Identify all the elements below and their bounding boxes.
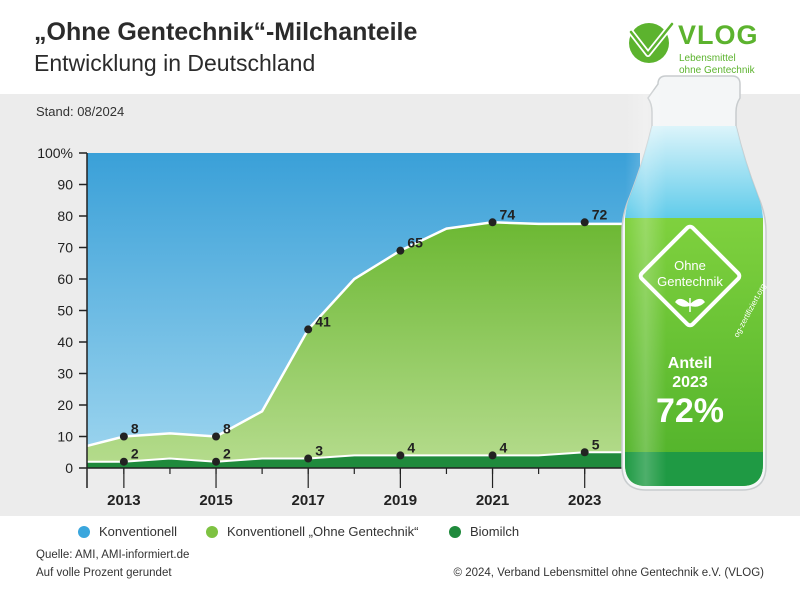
data-label: 2 [131,446,139,462]
legend-label: Konventionell [99,524,178,539]
data-point-marker [396,451,405,460]
x-tick-label: 2015 [199,492,232,509]
chart-legend: Konventionell Konventionell „Ohne Gentec… [0,524,800,544]
x-tick-label: 2019 [384,492,417,509]
legend-swatch-dark-green [449,525,461,538]
data-point-marker [212,457,221,466]
y-tick-label: 30 [57,366,73,382]
chart-title: „Ohne Gentechnik“-Milchanteile [34,18,418,46]
y-tick-label: 50 [57,303,73,319]
data-point-marker [396,246,405,255]
data-point-marker [304,325,313,334]
data-label: 3 [315,443,323,459]
y-tick-label: 80 [57,208,73,224]
legend-item-biomilch: Biomilch [449,524,519,539]
bottle-gloss [625,90,763,486]
bottle-label-line-2: 2023 [672,374,708,391]
data-point-marker [119,457,128,466]
y-tick-label: 70 [57,240,73,256]
y-tick-label: 60 [57,271,73,287]
source-note: Quelle: AMI, AMI-informiert.de [36,549,190,561]
data-label: 65 [407,235,423,251]
line-biomilch [87,451,631,463]
y-tick-label: 10 [57,429,73,445]
logo-subline-2: ohne Gentechnik [679,65,755,76]
copyright-note: © 2024, Verband Lebensmittel ohne Gentec… [453,567,764,579]
data-point-marker [580,218,589,227]
rounding-note: Auf volle Prozent gerundet [36,567,172,579]
y-tick-label: 40 [57,334,73,350]
y-tick-label: 100% [37,145,73,161]
data-point-marker [304,454,313,463]
legend-item-ohne-gentechnik: Konventionell „Ohne Gentechnik“ [206,524,419,539]
vlog-check-icon [628,21,675,63]
data-annotations: 8 8 41 65 74 72 2 2 3 4 4 5 [119,206,608,466]
seal-line-1: Ohne [674,258,706,273]
x-tick-label: 2017 [292,492,325,509]
data-label: 72 [592,206,608,222]
logo-name: VLOG [678,20,759,50]
data-point-marker [488,218,497,227]
y-tick-label: 20 [57,397,73,413]
data-label: 8 [223,421,231,437]
data-point-marker [580,448,589,457]
data-label: 5 [592,436,600,452]
data-point-marker [488,451,497,460]
x-tick-label: 2013 [107,492,140,509]
x-tick-label: 2023 [568,492,601,509]
data-label: 8 [131,421,139,437]
line-ohne-gentechnik [86,221,631,448]
axes: 0 10 20 30 40 50 60 70 80 90 100% 2013 2015 2017 2019 2… [37,145,640,509]
area-ohne-gentechnik [87,222,640,468]
data-label: 74 [500,206,516,222]
vlog-logo: VLOG Lebensmittel ohne Gentechnik [626,20,776,80]
legend-swatch-light-green [206,525,218,538]
data-label: 4 [407,439,415,455]
data-label: 41 [315,313,331,329]
chart-subtitle: Entwicklung in Deutschland [34,50,316,76]
x-tick-label: 2021 [476,492,509,509]
data-label: 2 [223,446,231,462]
data-label: 4 [500,439,508,455]
data-point-marker [212,432,221,441]
bottle-label-line-1: Anteil [668,355,712,372]
milk-bottle-graphic: Ohne Gentechnik og-zertifiziert.org Ante… [621,75,768,491]
data-status-date: Stand: 08/2024 [36,104,125,119]
bottle-label-value: 72% [656,392,724,430]
data-point-marker [119,432,128,441]
y-tick-label: 0 [65,460,73,476]
legend-label: Biomilch [470,524,520,539]
plot-area [86,153,640,468]
logo-subline-1: Lebensmittel [679,53,736,64]
legend-item-konventionell: Konventionell [78,524,177,539]
legend-label: Konventionell „Ohne Gentechnik“ [227,524,419,539]
y-tick-label: 90 [57,177,73,193]
seal-line-2: Gentechnik [657,274,723,289]
legend-swatch-blue [78,525,90,538]
plant-icon [675,298,705,312]
